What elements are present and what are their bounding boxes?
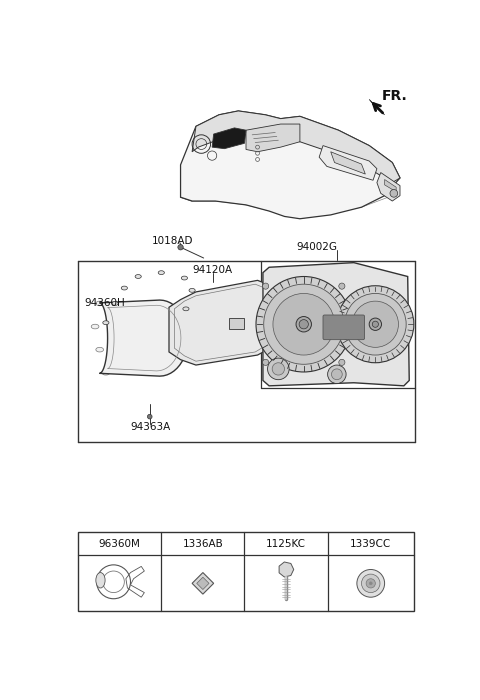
- Circle shape: [299, 320, 308, 329]
- Circle shape: [390, 190, 398, 197]
- Circle shape: [263, 359, 269, 365]
- Text: 1339CC: 1339CC: [350, 539, 391, 549]
- Circle shape: [345, 293, 406, 355]
- Ellipse shape: [91, 324, 99, 329]
- Circle shape: [178, 244, 183, 250]
- Circle shape: [369, 318, 382, 330]
- Circle shape: [264, 284, 344, 364]
- Ellipse shape: [183, 307, 189, 311]
- Polygon shape: [279, 562, 294, 577]
- Polygon shape: [212, 128, 246, 148]
- Polygon shape: [169, 280, 267, 365]
- Ellipse shape: [135, 274, 141, 279]
- Text: 1018AD: 1018AD: [152, 236, 193, 246]
- Text: 94360H: 94360H: [84, 298, 125, 309]
- Circle shape: [256, 276, 351, 372]
- Text: 1336AB: 1336AB: [182, 539, 223, 549]
- Polygon shape: [369, 99, 384, 115]
- Ellipse shape: [103, 321, 109, 325]
- Ellipse shape: [96, 301, 104, 306]
- Text: 1125KC: 1125KC: [266, 539, 306, 549]
- Polygon shape: [384, 179, 396, 192]
- Polygon shape: [377, 173, 400, 201]
- Polygon shape: [180, 111, 400, 218]
- Polygon shape: [246, 124, 300, 152]
- Circle shape: [147, 414, 152, 419]
- Polygon shape: [99, 300, 188, 376]
- Circle shape: [357, 570, 384, 597]
- Circle shape: [272, 363, 285, 375]
- Polygon shape: [331, 152, 365, 174]
- Ellipse shape: [102, 370, 110, 375]
- FancyBboxPatch shape: [229, 318, 244, 329]
- Circle shape: [352, 301, 398, 347]
- Ellipse shape: [158, 271, 164, 274]
- Circle shape: [366, 579, 375, 588]
- Polygon shape: [192, 573, 214, 594]
- FancyBboxPatch shape: [323, 315, 365, 340]
- Ellipse shape: [96, 347, 104, 352]
- Circle shape: [372, 321, 378, 328]
- Circle shape: [332, 369, 342, 379]
- Circle shape: [339, 283, 345, 289]
- Polygon shape: [197, 578, 209, 589]
- Circle shape: [361, 574, 380, 593]
- Polygon shape: [192, 111, 400, 183]
- Text: FR.: FR.: [382, 90, 407, 104]
- Text: 94363A: 94363A: [131, 421, 171, 432]
- Circle shape: [337, 286, 414, 363]
- Circle shape: [328, 365, 346, 384]
- Polygon shape: [263, 262, 409, 386]
- Ellipse shape: [96, 573, 105, 588]
- Polygon shape: [319, 146, 377, 180]
- Circle shape: [273, 293, 335, 355]
- Text: 96360M: 96360M: [99, 539, 141, 549]
- Ellipse shape: [181, 276, 188, 280]
- Ellipse shape: [112, 302, 118, 305]
- Circle shape: [296, 316, 312, 332]
- Ellipse shape: [189, 288, 195, 293]
- Circle shape: [263, 283, 269, 289]
- Ellipse shape: [121, 286, 127, 290]
- Text: 94120A: 94120A: [192, 265, 232, 275]
- Circle shape: [339, 359, 345, 365]
- Bar: [78, 532, 414, 612]
- Circle shape: [267, 358, 289, 379]
- Circle shape: [369, 582, 372, 585]
- Text: 94002G: 94002G: [296, 242, 337, 252]
